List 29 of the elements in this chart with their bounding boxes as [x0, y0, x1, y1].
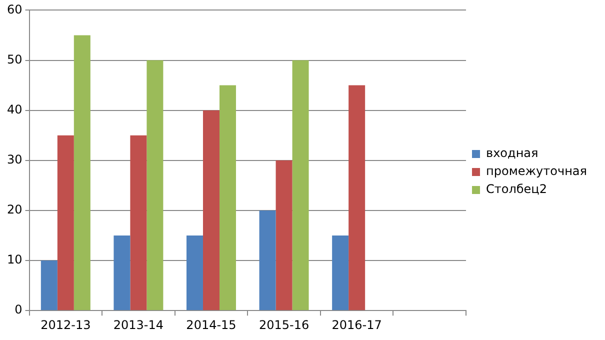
x-tick-label: 2012-13: [40, 318, 91, 332]
bar: [348, 85, 366, 310]
legend-label: промежуточная: [486, 164, 588, 178]
legend-label: Столбец2: [486, 182, 547, 196]
y-tick-label: 0: [14, 302, 22, 317]
bar: [186, 236, 203, 310]
bar: [146, 60, 164, 310]
bar: [130, 135, 147, 310]
y-tick-label: 40: [6, 102, 22, 116]
bar: [74, 35, 90, 310]
y-tick-label: 30: [6, 152, 22, 167]
legend-label: входная: [486, 146, 538, 160]
bar: [202, 110, 220, 310]
y-tick-label: 50: [6, 52, 22, 66]
bar: [40, 260, 58, 310]
bar: [57, 135, 74, 310]
y-tick-label: 60: [6, 2, 22, 16]
x-tick-label: 2014-15: [186, 318, 236, 332]
bar: [259, 210, 276, 310]
x-tick-label: 2016-17: [332, 318, 382, 332]
y-tick-label: 20: [6, 202, 22, 217]
bar: [114, 236, 130, 310]
bar: [332, 236, 349, 310]
x-tick-label: 2013-14: [113, 318, 164, 332]
bar: [276, 160, 292, 310]
x-tick-label: 2015-16: [258, 318, 310, 332]
y-tick-label: 10: [6, 252, 22, 267]
bar: [292, 60, 309, 310]
bar: [219, 85, 236, 310]
